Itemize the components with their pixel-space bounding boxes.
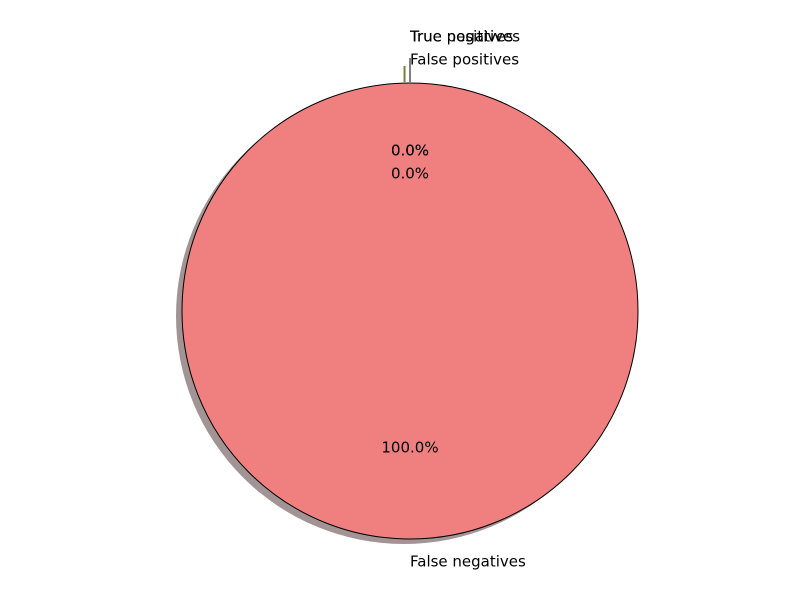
label-true-positives: True positives xyxy=(409,28,513,46)
label-true-negatives: True negatives xyxy=(409,28,520,46)
pie-slices xyxy=(181,82,639,540)
pct-true-positives: 0.0% xyxy=(391,142,429,160)
label-false-positives: False positives xyxy=(410,51,519,69)
pct-true-negatives: 0.0% xyxy=(391,142,429,160)
pie-leaders xyxy=(403,58,411,82)
label-false-negatives: False negatives xyxy=(410,552,526,570)
pie-labels: True positives 0.0% True negatives 0.0% Fals… xyxy=(381,28,526,571)
pct-false-positives: 0.0% xyxy=(391,165,429,183)
pct-false-negatives: 100.0% xyxy=(381,438,438,456)
slice-false-negatives xyxy=(181,82,639,540)
